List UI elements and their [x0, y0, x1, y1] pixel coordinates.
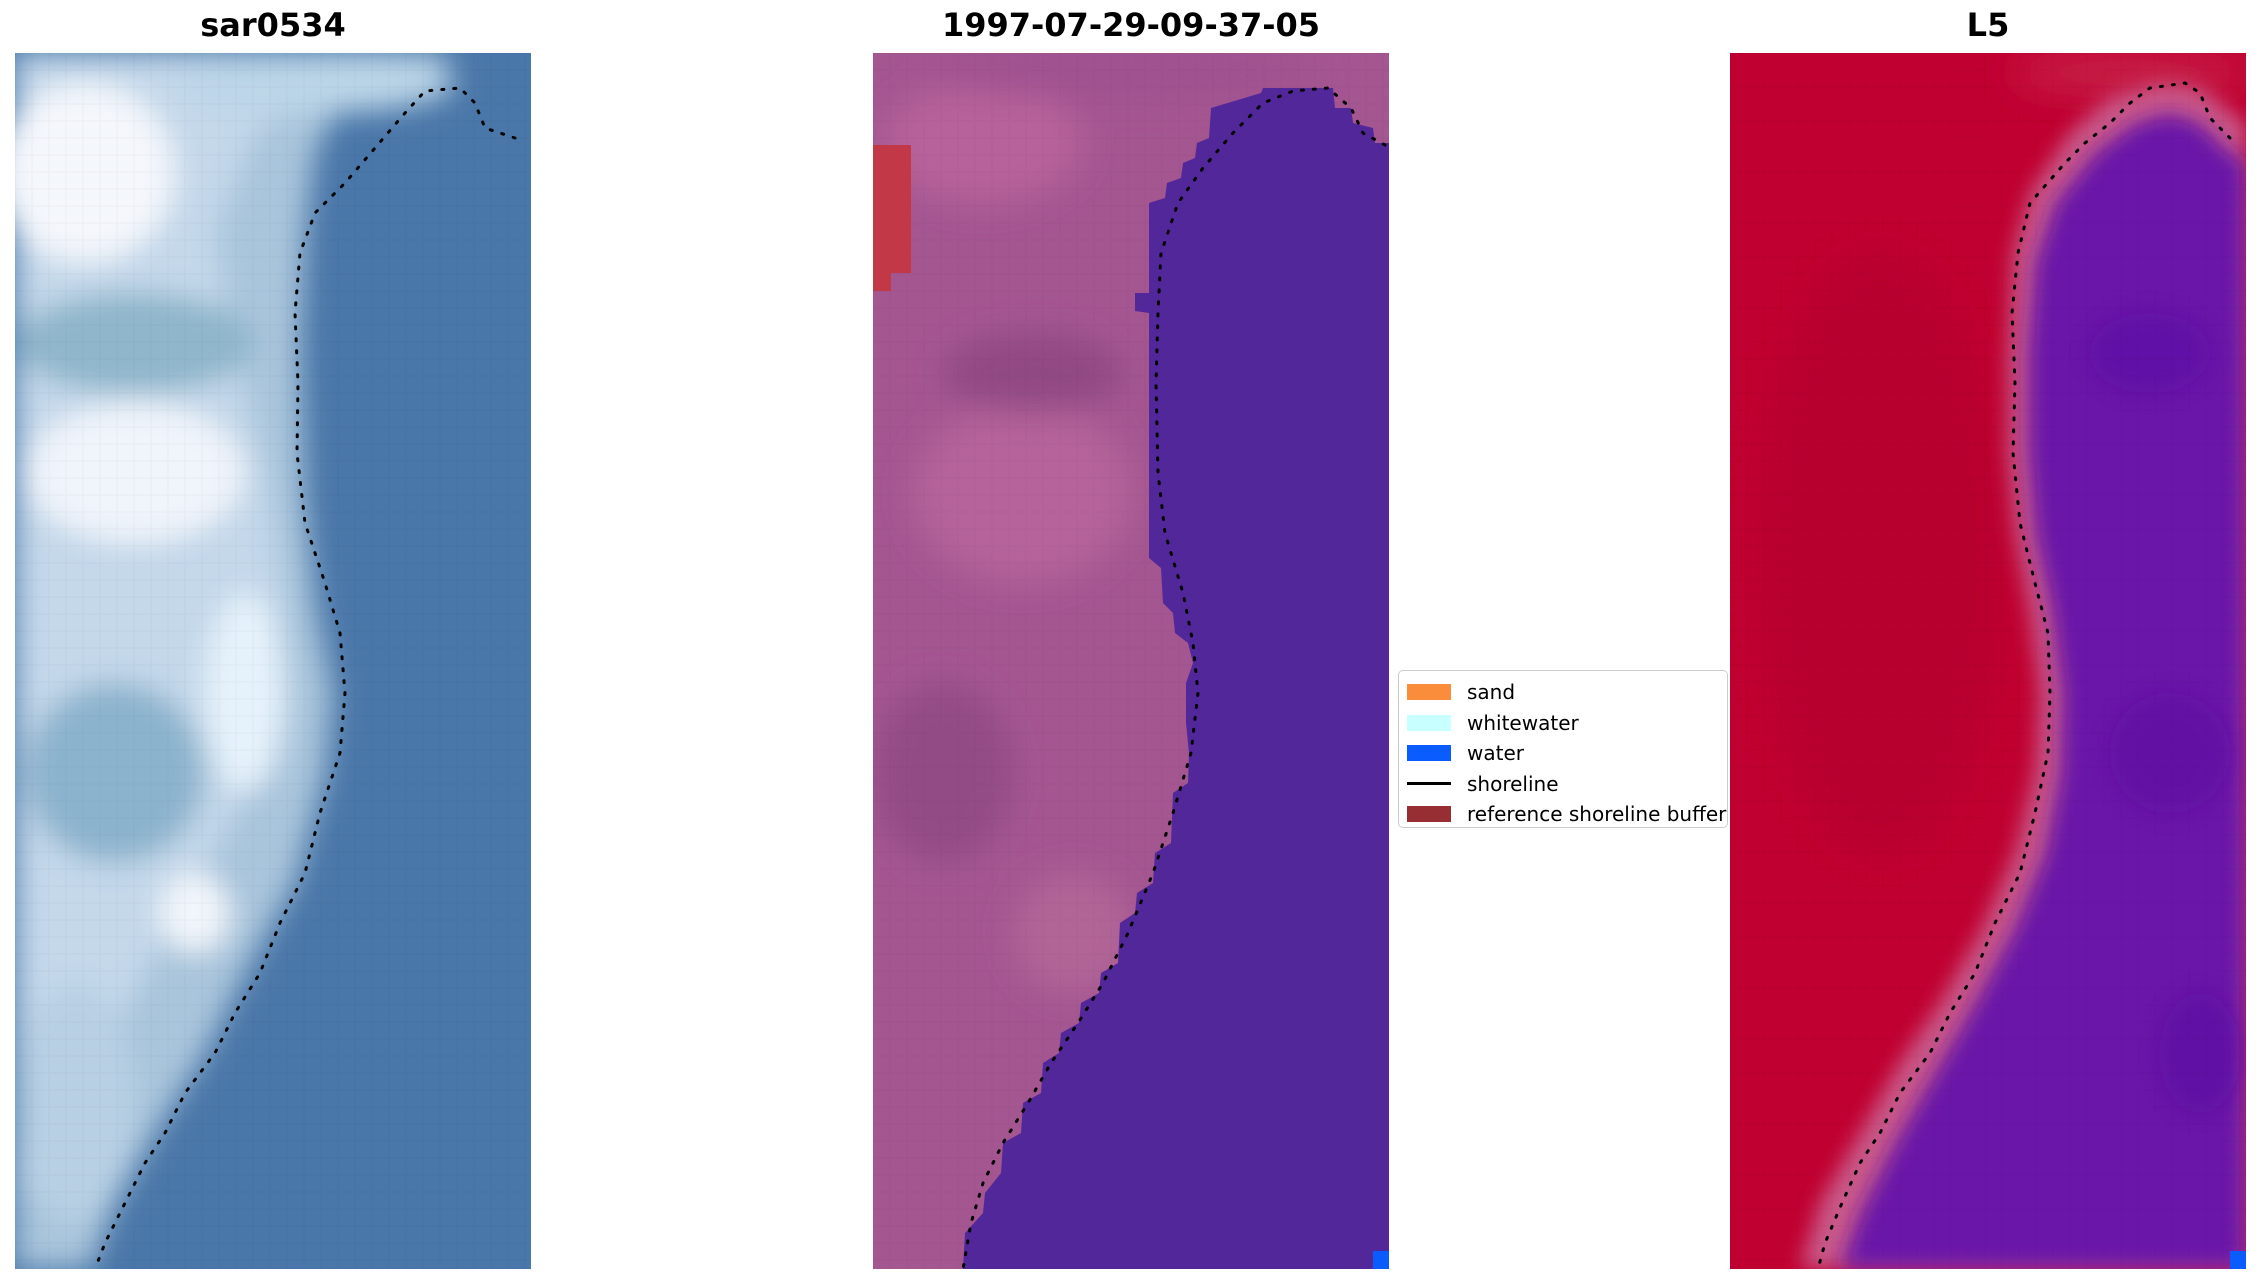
- classified-image: [873, 53, 1389, 1269]
- panel-title-classified: 1997-07-29-09-37-05: [941, 6, 1321, 44]
- mndwi-shoreline-dotted: [1816, 81, 2232, 1269]
- legend: sand whitewater water shoreline referenc…: [1398, 670, 1728, 828]
- legend-swatch-whitewater: [1407, 714, 1451, 731]
- legend-label-water: water: [1467, 741, 1524, 766]
- panel-title-rgb: sar0534: [200, 6, 346, 44]
- legend-label-shoreline: shoreline: [1467, 771, 1559, 796]
- mndwi-water-pixel: [2230, 1251, 2246, 1269]
- legend-label-whitewater: whitewater: [1467, 710, 1579, 735]
- classified-water-pixel: [1373, 1251, 1389, 1269]
- legend-label-sand: sand: [1467, 680, 1516, 705]
- rgb-image-panel: [15, 53, 531, 1269]
- legend-item-shoreline: shoreline: [1407, 769, 1727, 800]
- legend-item-sand: sand: [1407, 677, 1727, 708]
- mndwi-image-panel: [1730, 53, 2246, 1269]
- classified-buffer-patch: [873, 145, 911, 273]
- mndwi-image: [1730, 53, 2246, 1269]
- legend-swatch-sand: [1407, 684, 1451, 701]
- legend-item-water: water: [1407, 738, 1727, 769]
- legend-item-reference-buffer: reference shoreline buffer: [1407, 799, 1727, 827]
- panel-title-mndwi: L5: [1966, 6, 2010, 44]
- legend-line-shoreline: [1407, 782, 1451, 786]
- legend-label-reference-buffer: reference shoreline buffer: [1467, 802, 1727, 827]
- legend-swatch-reference-buffer: [1407, 806, 1451, 823]
- rgb-image: [15, 53, 531, 1269]
- classified-water-area: [963, 88, 1389, 1269]
- legend-item-whitewater: whitewater: [1407, 708, 1727, 739]
- shoreline-dotted: [93, 86, 517, 1269]
- classified-image-panel: [873, 53, 1389, 1269]
- legend-swatch-water: [1407, 745, 1451, 762]
